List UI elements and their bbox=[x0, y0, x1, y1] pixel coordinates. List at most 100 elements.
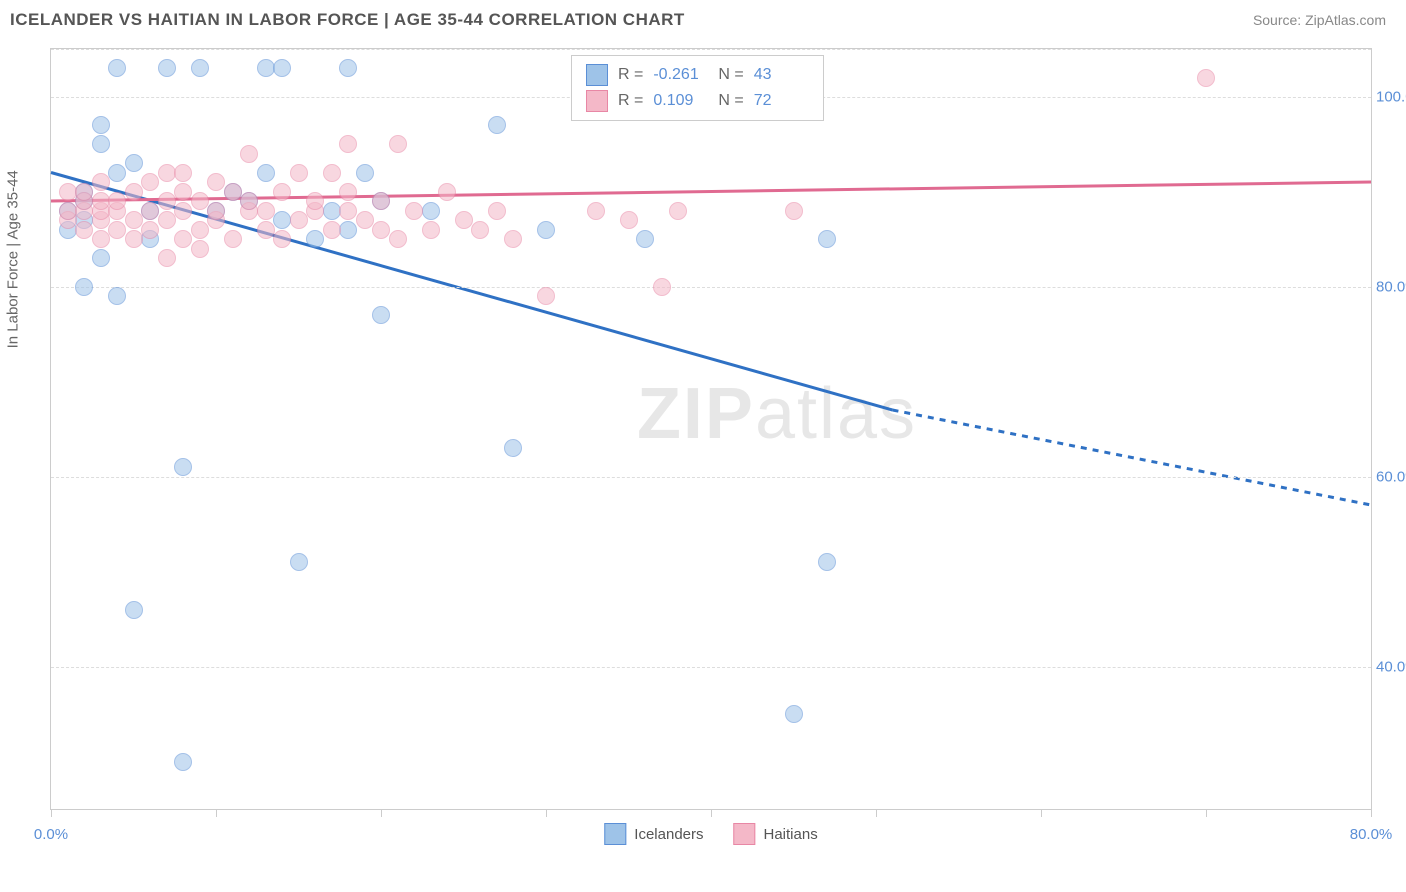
data-point bbox=[92, 230, 110, 248]
legend-swatch bbox=[734, 823, 756, 845]
legend-r-label: R = bbox=[618, 66, 643, 84]
data-point bbox=[174, 183, 192, 201]
data-point bbox=[141, 202, 159, 220]
x-tick-label: 80.0% bbox=[1350, 826, 1393, 843]
y-tick-label: 60.0% bbox=[1376, 468, 1406, 485]
data-point bbox=[224, 183, 242, 201]
legend-row: R =0.109N =72 bbox=[586, 88, 809, 114]
data-point bbox=[108, 287, 126, 305]
legend-label: Haitians bbox=[764, 826, 818, 843]
data-point bbox=[785, 705, 803, 723]
data-point bbox=[75, 221, 93, 239]
correlation-legend: R =-0.261N =43R =0.109N =72 bbox=[571, 55, 824, 121]
data-point bbox=[59, 183, 77, 201]
data-point bbox=[158, 192, 176, 210]
gridline bbox=[51, 667, 1371, 668]
data-point bbox=[537, 221, 555, 239]
data-point bbox=[125, 154, 143, 172]
data-point bbox=[257, 59, 275, 77]
chart-title: ICELANDER VS HAITIAN IN LABOR FORCE | AG… bbox=[10, 10, 685, 30]
legend-n-label: N = bbox=[718, 92, 743, 110]
y-tick-label: 100.0% bbox=[1376, 88, 1406, 105]
data-point bbox=[174, 202, 192, 220]
data-point bbox=[306, 192, 324, 210]
data-point bbox=[339, 202, 357, 220]
legend-r-value: 0.109 bbox=[653, 92, 708, 110]
x-tick bbox=[711, 809, 712, 817]
data-point bbox=[108, 221, 126, 239]
data-point bbox=[108, 192, 126, 210]
data-point bbox=[158, 59, 176, 77]
x-tick bbox=[1371, 809, 1372, 817]
data-point bbox=[191, 59, 209, 77]
trend-line-extrapolated bbox=[893, 410, 1372, 505]
data-point bbox=[257, 164, 275, 182]
data-point bbox=[356, 164, 374, 182]
x-tick bbox=[216, 809, 217, 817]
gridline bbox=[51, 287, 1371, 288]
data-point bbox=[339, 221, 357, 239]
data-point bbox=[174, 753, 192, 771]
data-point bbox=[785, 202, 803, 220]
x-tick bbox=[876, 809, 877, 817]
legend-r-value: -0.261 bbox=[653, 66, 708, 84]
data-point bbox=[339, 183, 357, 201]
data-point bbox=[240, 192, 258, 210]
y-tick-label: 40.0% bbox=[1376, 658, 1406, 675]
chart-container: In Labor Force | Age 35-44 ZIPatlas R =-… bbox=[50, 48, 1372, 810]
data-point bbox=[1197, 69, 1215, 87]
data-point bbox=[818, 553, 836, 571]
data-point bbox=[537, 287, 555, 305]
data-point bbox=[92, 192, 110, 210]
gridline bbox=[51, 477, 1371, 478]
legend-item: Haitians bbox=[734, 823, 818, 845]
plot-area: ZIPatlas bbox=[51, 49, 1371, 809]
data-point bbox=[339, 135, 357, 153]
y-axis-label: In Labor Force | Age 35-44 bbox=[5, 170, 22, 348]
data-point bbox=[191, 192, 209, 210]
data-point bbox=[504, 230, 522, 248]
legend-swatch bbox=[586, 64, 608, 86]
data-point bbox=[207, 173, 225, 191]
data-point bbox=[125, 230, 143, 248]
data-point bbox=[323, 164, 341, 182]
chart-source: Source: ZipAtlas.com bbox=[1253, 12, 1386, 28]
data-point bbox=[818, 230, 836, 248]
legend-n-value: 43 bbox=[754, 66, 809, 84]
data-point bbox=[257, 221, 275, 239]
data-point bbox=[75, 183, 93, 201]
data-point bbox=[504, 439, 522, 457]
data-point bbox=[273, 183, 291, 201]
data-point bbox=[125, 211, 143, 229]
data-point bbox=[158, 164, 176, 182]
x-tick-label: 0.0% bbox=[34, 826, 68, 843]
data-point bbox=[653, 278, 671, 296]
data-point bbox=[290, 211, 308, 229]
x-tick bbox=[381, 809, 382, 817]
x-tick bbox=[51, 809, 52, 817]
data-point bbox=[372, 221, 390, 239]
data-point bbox=[207, 202, 225, 220]
data-point bbox=[158, 249, 176, 267]
legend-item: Icelanders bbox=[604, 823, 703, 845]
data-point bbox=[422, 202, 440, 220]
data-point bbox=[389, 135, 407, 153]
data-point bbox=[240, 145, 258, 163]
legend-swatch bbox=[586, 90, 608, 112]
data-point bbox=[455, 211, 473, 229]
data-point bbox=[669, 202, 687, 220]
data-point bbox=[92, 116, 110, 134]
data-point bbox=[438, 183, 456, 201]
legend-n-value: 72 bbox=[754, 92, 809, 110]
data-point bbox=[422, 221, 440, 239]
series-legend: Icelanders Haitians bbox=[604, 823, 817, 845]
data-point bbox=[323, 221, 341, 239]
data-point bbox=[141, 173, 159, 191]
data-point bbox=[372, 192, 390, 210]
data-point bbox=[273, 211, 291, 229]
legend-swatch bbox=[604, 823, 626, 845]
data-point bbox=[620, 211, 638, 229]
data-point bbox=[323, 202, 341, 220]
data-point bbox=[191, 240, 209, 258]
data-point bbox=[92, 135, 110, 153]
